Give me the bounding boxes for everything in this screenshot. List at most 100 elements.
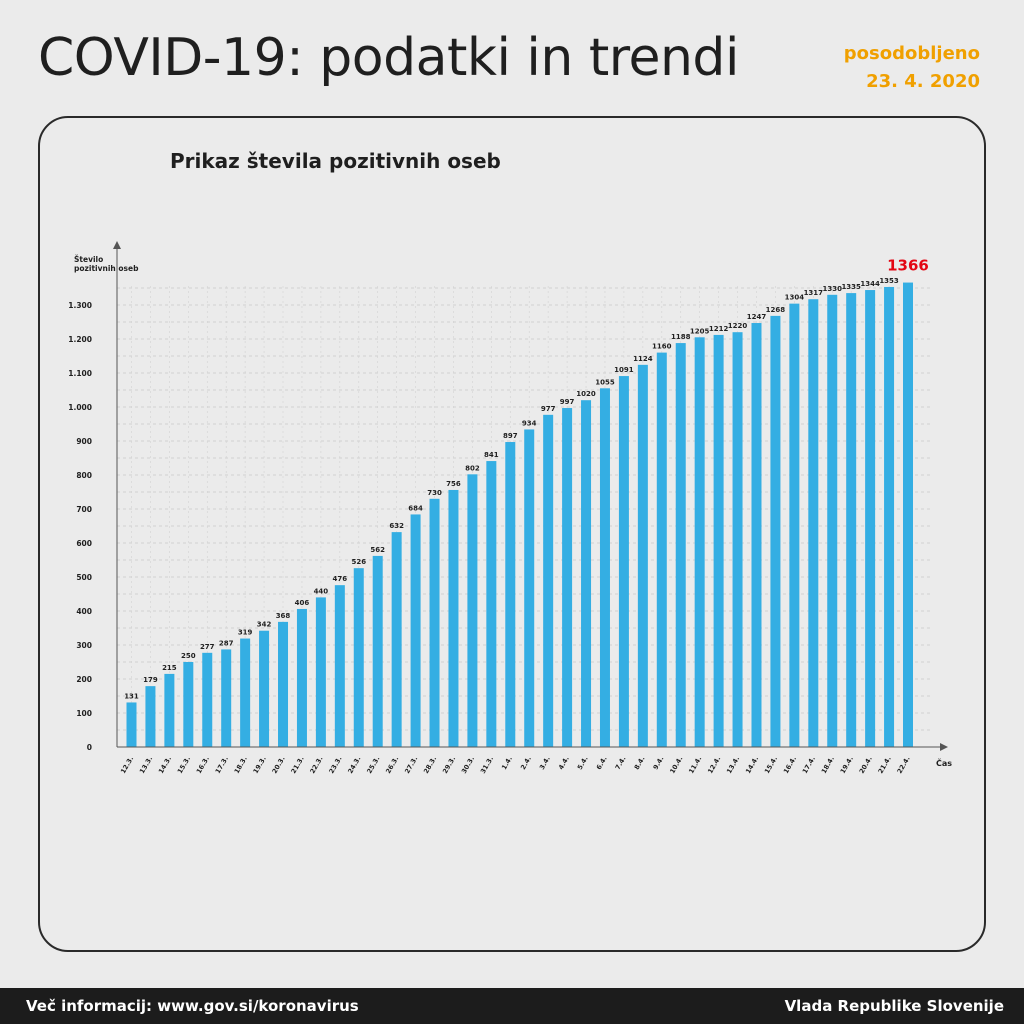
value-label: 277: [200, 643, 215, 651]
bar: [827, 294, 838, 747]
x-tick-label: 28.3.: [422, 755, 438, 775]
bar: [145, 686, 156, 747]
x-tick-label: 4.4.: [557, 755, 571, 771]
bar: [467, 474, 478, 747]
value-label: 977: [541, 405, 556, 413]
bar: [202, 652, 213, 747]
x-tick-label: 14.3.: [157, 755, 173, 775]
bar: [865, 290, 876, 747]
y-tick-label: 500: [76, 573, 92, 582]
x-tick-label: 18.4.: [820, 755, 836, 775]
bar: [524, 429, 535, 747]
bar: [808, 299, 819, 747]
value-label: 131: [124, 692, 139, 700]
bar: [259, 630, 270, 747]
page-title: COVID-19: podatki in trendi: [38, 28, 739, 88]
bar: [637, 364, 648, 747]
bar: [694, 337, 705, 747]
value-label: 476: [333, 575, 348, 583]
x-tick-label: 10.4.: [668, 755, 684, 775]
x-tick-label: 16.3.: [195, 755, 211, 775]
y-axis-arrow: [113, 241, 121, 249]
value-label: 562: [370, 546, 385, 554]
bar: [240, 638, 251, 747]
bar: [770, 315, 781, 747]
x-tick-label: 22.3.: [308, 755, 324, 775]
value-label: 215: [162, 664, 177, 672]
x-tick-label: 20.4.: [858, 755, 874, 775]
bar: [675, 343, 686, 747]
x-tick-label: 1.4.: [500, 755, 514, 771]
x-tick-label: 17.3.: [214, 755, 230, 775]
x-tick-label: 12.3.: [119, 755, 135, 775]
y-tick-label: 100: [76, 709, 92, 718]
bar: [543, 414, 554, 747]
value-label: 1335: [841, 283, 861, 291]
x-tick-label: 22.4.: [896, 755, 912, 775]
x-tick-label: 23.3.: [327, 755, 343, 775]
bar: [126, 702, 137, 747]
bar: [789, 303, 800, 747]
value-label: 1205: [690, 327, 710, 335]
value-label: 802: [465, 464, 480, 472]
bar: [903, 282, 913, 747]
y-tick-label: 800: [76, 471, 92, 480]
x-tick-label: 17.4.: [801, 755, 817, 775]
x-tick-label: 31.3.: [479, 755, 495, 775]
x-tick-label: 13.3.: [138, 755, 154, 775]
y-tick-label: 600: [76, 539, 92, 548]
bar: [315, 597, 326, 747]
value-label: 1188: [671, 333, 691, 341]
value-label: 526: [351, 558, 366, 566]
value-label: 440: [314, 587, 329, 595]
value-label: 179: [143, 676, 158, 684]
y-tick-label: 1.000: [68, 403, 92, 412]
bar: [429, 498, 440, 747]
value-label: 997: [560, 398, 575, 406]
x-tick-label: 20.3.: [271, 755, 287, 775]
x-tick-label: 27.3.: [403, 755, 419, 775]
x-tick-label: 6.4.: [595, 755, 609, 771]
bar: [296, 608, 307, 747]
value-label: 1247: [747, 313, 767, 321]
x-tick-label: 30.3.: [460, 755, 476, 775]
x-tick-label: 24.3.: [346, 755, 362, 775]
value-label: 897: [503, 432, 518, 440]
value-label: 319: [238, 629, 253, 637]
value-label: 342: [257, 621, 272, 629]
bar: [713, 334, 724, 747]
bar: [410, 514, 421, 747]
x-tick-label: 15.3.: [176, 755, 192, 775]
y-tick-label: 1.200: [68, 335, 92, 344]
y-tick-label: 1.100: [68, 369, 92, 378]
value-label: 730: [427, 489, 442, 497]
bars: [126, 282, 913, 747]
value-label: 1220: [728, 322, 748, 330]
value-label: 841: [484, 451, 499, 459]
value-label: 1304: [785, 294, 805, 302]
bar: [183, 662, 194, 747]
bar: [505, 442, 516, 747]
value-label: 684: [408, 504, 423, 512]
value-label: 1344: [860, 280, 880, 288]
bar: [164, 673, 175, 747]
value-label: 1124: [633, 355, 653, 363]
y-tick-label: 300: [76, 641, 92, 650]
y-tick-label: 900: [76, 437, 92, 446]
x-tick-label: 18.3.: [233, 755, 249, 775]
value-label: 756: [446, 480, 461, 488]
y-axis-label-line1: Število: [74, 255, 103, 264]
x-axis-label: Čas: [936, 757, 952, 768]
x-tick-label: 19.4.: [839, 755, 855, 775]
updated-date: 23. 4. 2020: [866, 71, 980, 92]
y-tick-label: 200: [76, 675, 92, 684]
x-tick-label: 29.3.: [441, 755, 457, 775]
bar: [884, 286, 895, 747]
bar: [618, 376, 629, 747]
y-tick-label: 1.300: [68, 301, 92, 310]
x-axis-arrow: [940, 743, 948, 751]
value-label-latest: 1366: [887, 257, 929, 275]
bar: [278, 621, 289, 747]
x-tick-label: 16.4.: [782, 755, 798, 775]
x-tick-label: 21.3.: [289, 755, 305, 775]
